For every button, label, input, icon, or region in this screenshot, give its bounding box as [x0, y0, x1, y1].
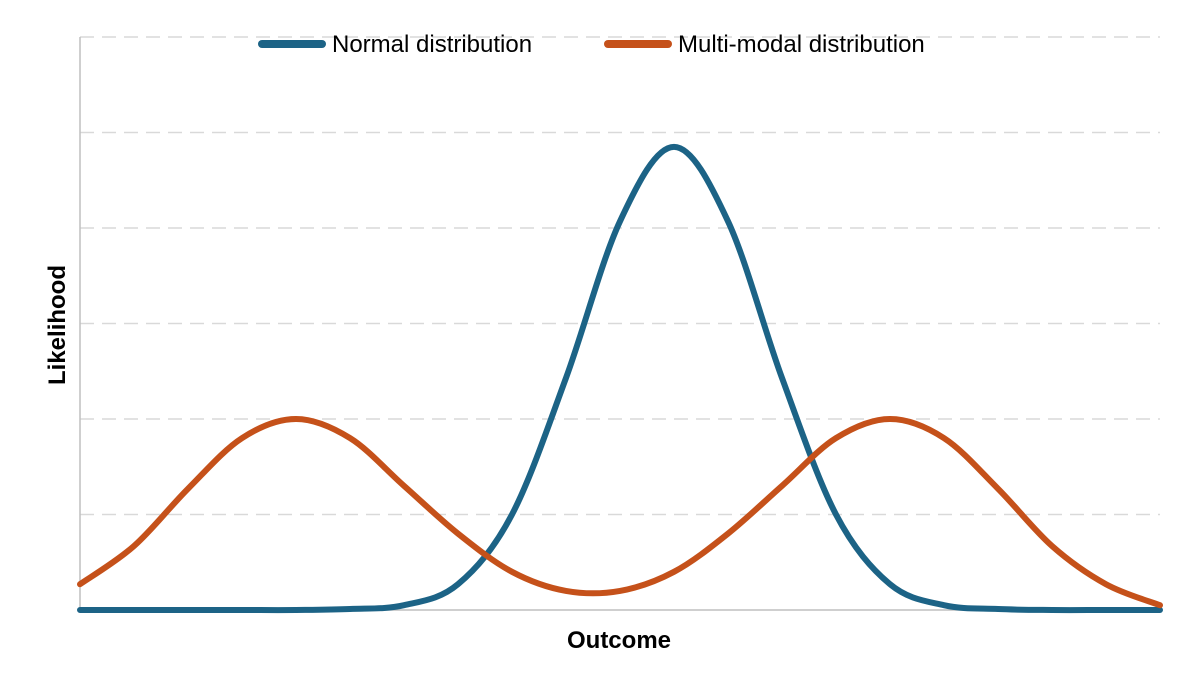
- legend: Normal distribution Multi-modal distribu…: [258, 31, 925, 58]
- y-axis-title: Likelihood: [44, 265, 71, 385]
- series-line-normal: [77, 143, 1163, 614]
- legend-label-normal: Normal distribution: [332, 31, 532, 58]
- series-line-multimodal: [77, 416, 1163, 609]
- gridlines: [80, 36, 1160, 516]
- legend-label-multimodal: Multi-modal distribution: [678, 31, 925, 58]
- series-group: [77, 143, 1163, 614]
- x-axis-title: Outcome: [567, 627, 671, 654]
